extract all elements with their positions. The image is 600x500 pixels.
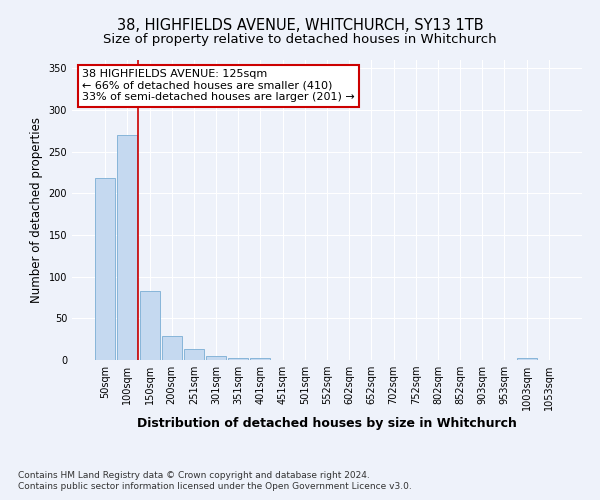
Text: Contains HM Land Registry data © Crown copyright and database right 2024.: Contains HM Land Registry data © Crown c… [18,470,370,480]
Bar [228,358,248,360]
Text: Contains public sector information licensed under the Open Government Licence v3: Contains public sector information licen… [18,482,412,491]
Text: Size of property relative to detached houses in Whitchurch: Size of property relative to detached ho… [103,32,497,46]
Bar [118,135,137,360]
Bar [517,358,536,360]
Text: 38 HIGHFIELDS AVENUE: 125sqm
← 66% of detached houses are smaller (410)
33% of s: 38 HIGHFIELDS AVENUE: 125sqm ← 66% of de… [82,69,355,102]
Bar [162,336,182,360]
Text: Distribution of detached houses by size in Whitchurch: Distribution of detached houses by size … [137,418,517,430]
Bar [184,349,204,360]
Bar [95,178,115,360]
Y-axis label: Number of detached properties: Number of detached properties [30,117,43,303]
Bar [206,356,226,360]
Text: 38, HIGHFIELDS AVENUE, WHITCHURCH, SY13 1TB: 38, HIGHFIELDS AVENUE, WHITCHURCH, SY13 … [116,18,484,32]
Bar [250,358,271,360]
Bar [140,291,160,360]
